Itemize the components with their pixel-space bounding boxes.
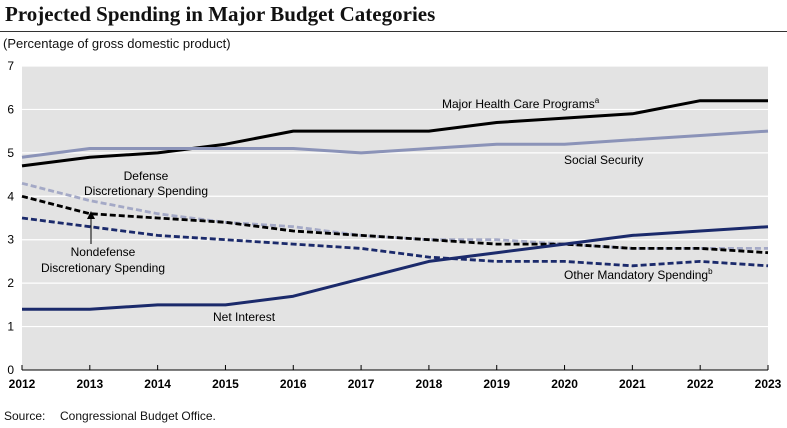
label-health-care: Major Health Care Programsa bbox=[442, 96, 600, 111]
nondefense-pointer-head bbox=[87, 211, 95, 219]
axes: 0 1 2 3 4 5 6 7 2012 2013 2014 2015 2016 2017 2018 2019… bbox=[7, 59, 781, 391]
x-tick-label: 2012 bbox=[9, 377, 36, 391]
label-net-interest: Net Interest bbox=[213, 310, 276, 324]
series-lines bbox=[21, 99, 769, 311]
label-nondefense-line1: Nondefense bbox=[71, 245, 136, 259]
plot-background bbox=[22, 66, 768, 370]
chart-subtitle: (Percentage of gross domestic product) bbox=[3, 36, 231, 51]
x-tick-label: 2023 bbox=[755, 377, 782, 391]
x-tick-label: 2016 bbox=[280, 377, 307, 391]
series-labels: Major Health Care Programsa Social Secur… bbox=[41, 96, 713, 324]
x-tick-label: 2017 bbox=[348, 377, 375, 391]
y-tick-label: 1 bbox=[7, 320, 14, 334]
x-tick-label: 2018 bbox=[416, 377, 443, 391]
label-nondefense-line2: Discretionary Spending bbox=[41, 261, 165, 275]
x-tick-label: 2022 bbox=[687, 377, 714, 391]
label-social-security: Social Security bbox=[564, 153, 643, 167]
source-text: Congressional Budget Office. bbox=[60, 409, 216, 423]
y-tick-label: 0 bbox=[7, 363, 14, 377]
y-tick-label: 5 bbox=[7, 146, 14, 160]
y-tick-label: 7 bbox=[7, 59, 14, 73]
gridlines bbox=[22, 65, 768, 328]
label-defense-line1: Defense bbox=[124, 169, 169, 183]
x-tick-label: 2020 bbox=[551, 377, 578, 391]
x-tick-label: 2013 bbox=[76, 377, 103, 391]
series-line-other-mandatory-spending bbox=[21, 216, 769, 268]
y-tick-label: 2 bbox=[7, 276, 14, 290]
x-tick-label: 2021 bbox=[619, 377, 646, 391]
series-line-major-health-care-programs bbox=[21, 99, 768, 168]
x-tick-label: 2014 bbox=[144, 377, 171, 391]
x-tick-label: 2015 bbox=[212, 377, 239, 391]
series-line-nondefense-discretionary-spending bbox=[21, 194, 769, 255]
source-label: Source: bbox=[4, 409, 46, 423]
source-note: Source: Congressional Budget Office. bbox=[4, 409, 216, 423]
x-tick-label: 2019 bbox=[483, 377, 510, 391]
series-line-net-interest bbox=[22, 225, 769, 311]
y-tick-label: 3 bbox=[7, 233, 14, 247]
chart-title: Projected Spending in Major Budget Categ… bbox=[5, 2, 436, 26]
label-defense-line2: Discretionary Spending bbox=[84, 184, 208, 198]
title-rule bbox=[0, 31, 787, 32]
y-tick-label: 4 bbox=[7, 189, 14, 203]
series-line-social-security bbox=[21, 129, 769, 159]
y-tick-label: 6 bbox=[7, 102, 14, 116]
label-other-mandatory: Other Mandatory Spendingb bbox=[564, 267, 713, 282]
